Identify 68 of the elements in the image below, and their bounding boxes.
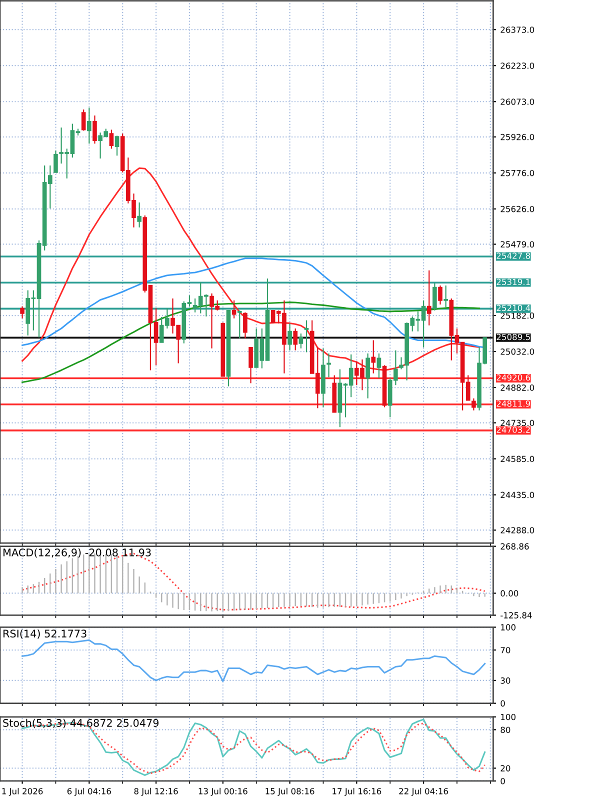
y-tick-label: 25182.0 (500, 312, 534, 319)
candlestick (92, 114, 97, 144)
candlestick (54, 150, 58, 173)
y-tick-label: 26223.0 (500, 62, 534, 69)
candlestick (432, 282, 437, 312)
chart-title: RSI(14) 52.1773 (3, 629, 86, 639)
chart-title: Stoch(5,3,3) 44.6872 25.0479 (3, 718, 159, 728)
y-tick-label: 24882.0 (500, 384, 534, 391)
candlestick (366, 352, 370, 399)
y-tick-label: 25479.0 (500, 241, 534, 248)
x-tick-label: 15 Jul 08:16 (266, 788, 314, 796)
y-tick-label: 25626.0 (500, 206, 534, 212)
ref-line-label: 25089.5 (496, 334, 530, 340)
candlestick (288, 322, 292, 351)
y-tick-label: 80 (500, 726, 510, 733)
y-tick-label: 25032.0 (500, 348, 534, 355)
line-series (22, 639, 486, 682)
candlestick (237, 310, 242, 339)
x-tick-label: 6 Jul 04:16 (67, 788, 111, 796)
x-tick-label: 13 Jul 00:16 (198, 788, 248, 796)
candlestick (137, 202, 142, 228)
y-tick-label: 100 (501, 714, 516, 720)
ref-line-label: 24920.6 (496, 374, 530, 381)
x-tick-label: 1 Jul 2026 (2, 788, 43, 796)
candlestick (326, 352, 331, 378)
candlestick (298, 332, 304, 349)
y-tick-label: 0 (500, 700, 505, 707)
candlestick (376, 352, 382, 379)
y-tick-label: 25926.0 (500, 134, 534, 140)
y-tick-label: 268.86 (500, 543, 529, 550)
candlestick (426, 270, 432, 326)
y-tick-label: 24288.0 (500, 527, 534, 534)
ref-line-label: 25427.8 (496, 252, 530, 259)
y-tick-label: 25776.0 (500, 170, 534, 176)
candlestick (87, 107, 92, 144)
candlestick (371, 340, 376, 374)
y-tick-label: 30 (500, 677, 510, 684)
y-tick-label: 70 (500, 646, 510, 654)
x-tick-label: 17 Jul 16:16 (332, 788, 382, 796)
candlestick (248, 346, 253, 384)
candlestick (304, 320, 309, 353)
ref-line-label: 24703.2 (496, 426, 530, 433)
ref-line-label: 25319.1 (496, 278, 530, 286)
candlestick (114, 135, 120, 156)
y-tick-label: 0 (500, 778, 505, 784)
candlestick (109, 129, 114, 150)
candlestick (232, 300, 236, 319)
y-tick-label: 0.00 (500, 590, 518, 596)
candlestick (444, 284, 448, 308)
y-tick-label: 24735.0 (500, 420, 534, 426)
ref-line-label: 24811.9 (496, 400, 530, 407)
candlestick (81, 108, 86, 132)
y-tick-label: 20 (500, 765, 510, 772)
chart-title: MACD(12,26,9) -20.08 11.93 (3, 548, 151, 558)
x-tick-label: 22 Jul 04:16 (399, 788, 448, 796)
y-tick-label: 24585.0 (500, 456, 534, 462)
x-tick-label: 8 Jul 12:16 (134, 788, 178, 796)
candlestick (293, 328, 298, 351)
y-tick-label: 100 (501, 624, 516, 630)
y-tick-label: -125.84 (500, 612, 532, 618)
y-tick-label: 24435.0 (500, 492, 534, 498)
ref-line-label: 25210.4 (496, 304, 530, 312)
candlestick (438, 284, 442, 306)
y-tick-label: 26373.0 (500, 26, 534, 33)
candlestick (20, 306, 24, 319)
candlestick (472, 398, 476, 411)
candlestick (243, 312, 248, 339)
y-tick-label: 26073.0 (500, 98, 534, 105)
